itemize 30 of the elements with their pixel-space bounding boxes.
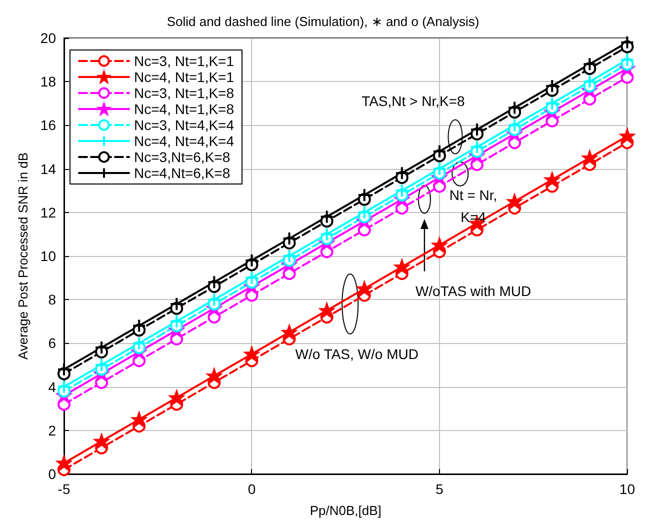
y-tick-label: 18 [40,74,56,90]
annotation: W/oTAS with MUD [415,282,532,299]
chart-title: Solid and dashed line (Simulation), ∗ and o (Analysis) [166,14,480,29]
legend-label: Nc=4,Nt=6,K=8 [134,165,230,181]
y-axis-title: Average Post Processed SNR in dB [16,152,31,360]
y-tick-label: 0 [48,466,56,482]
legend-label: Nc=3, Nt=4,K=4 [134,117,234,133]
x-tick-label: 0 [248,481,256,497]
legend-label: Nc=3,Nt=6,K=8 [134,149,230,165]
y-tick-label: 16 [40,117,56,134]
x-tick-label: -5 [58,481,70,497]
y-tick-label: 10 [40,248,56,264]
y-tick-label: 8 [48,292,56,308]
legend-label: Nc=4, Nt=1,K=1 [134,69,234,85]
legend-label: Nc=4, Nt=4,K=4 [134,133,234,149]
legend-label: Nc=4, Nt=1,K=8 [134,101,234,117]
y-tick-label: 2 [48,422,56,438]
y-tick-label: 20 [40,30,56,46]
y-tick-label: 6 [48,335,56,352]
x-tick-label: 5 [436,481,444,497]
annotation: Nt = Nr, K=4 [449,186,498,225]
x-axis-title: Pp/N0B,[dB] [310,503,382,518]
y-tick-label: 12 [40,204,56,220]
annotation: W/o TAS, W/o MUD [295,346,418,362]
x-tick-label: 10 [619,481,636,497]
y-tick-label: 14 [40,160,56,177]
legend-label: Nc=3, Nt=1,K=1 [134,53,234,69]
legend-label: Nc=3, Nt=1,K=8 [134,85,234,101]
annotation: TAS,Nt > Nr,K=8 [362,93,466,110]
y-tick-label: 4 [48,378,56,395]
